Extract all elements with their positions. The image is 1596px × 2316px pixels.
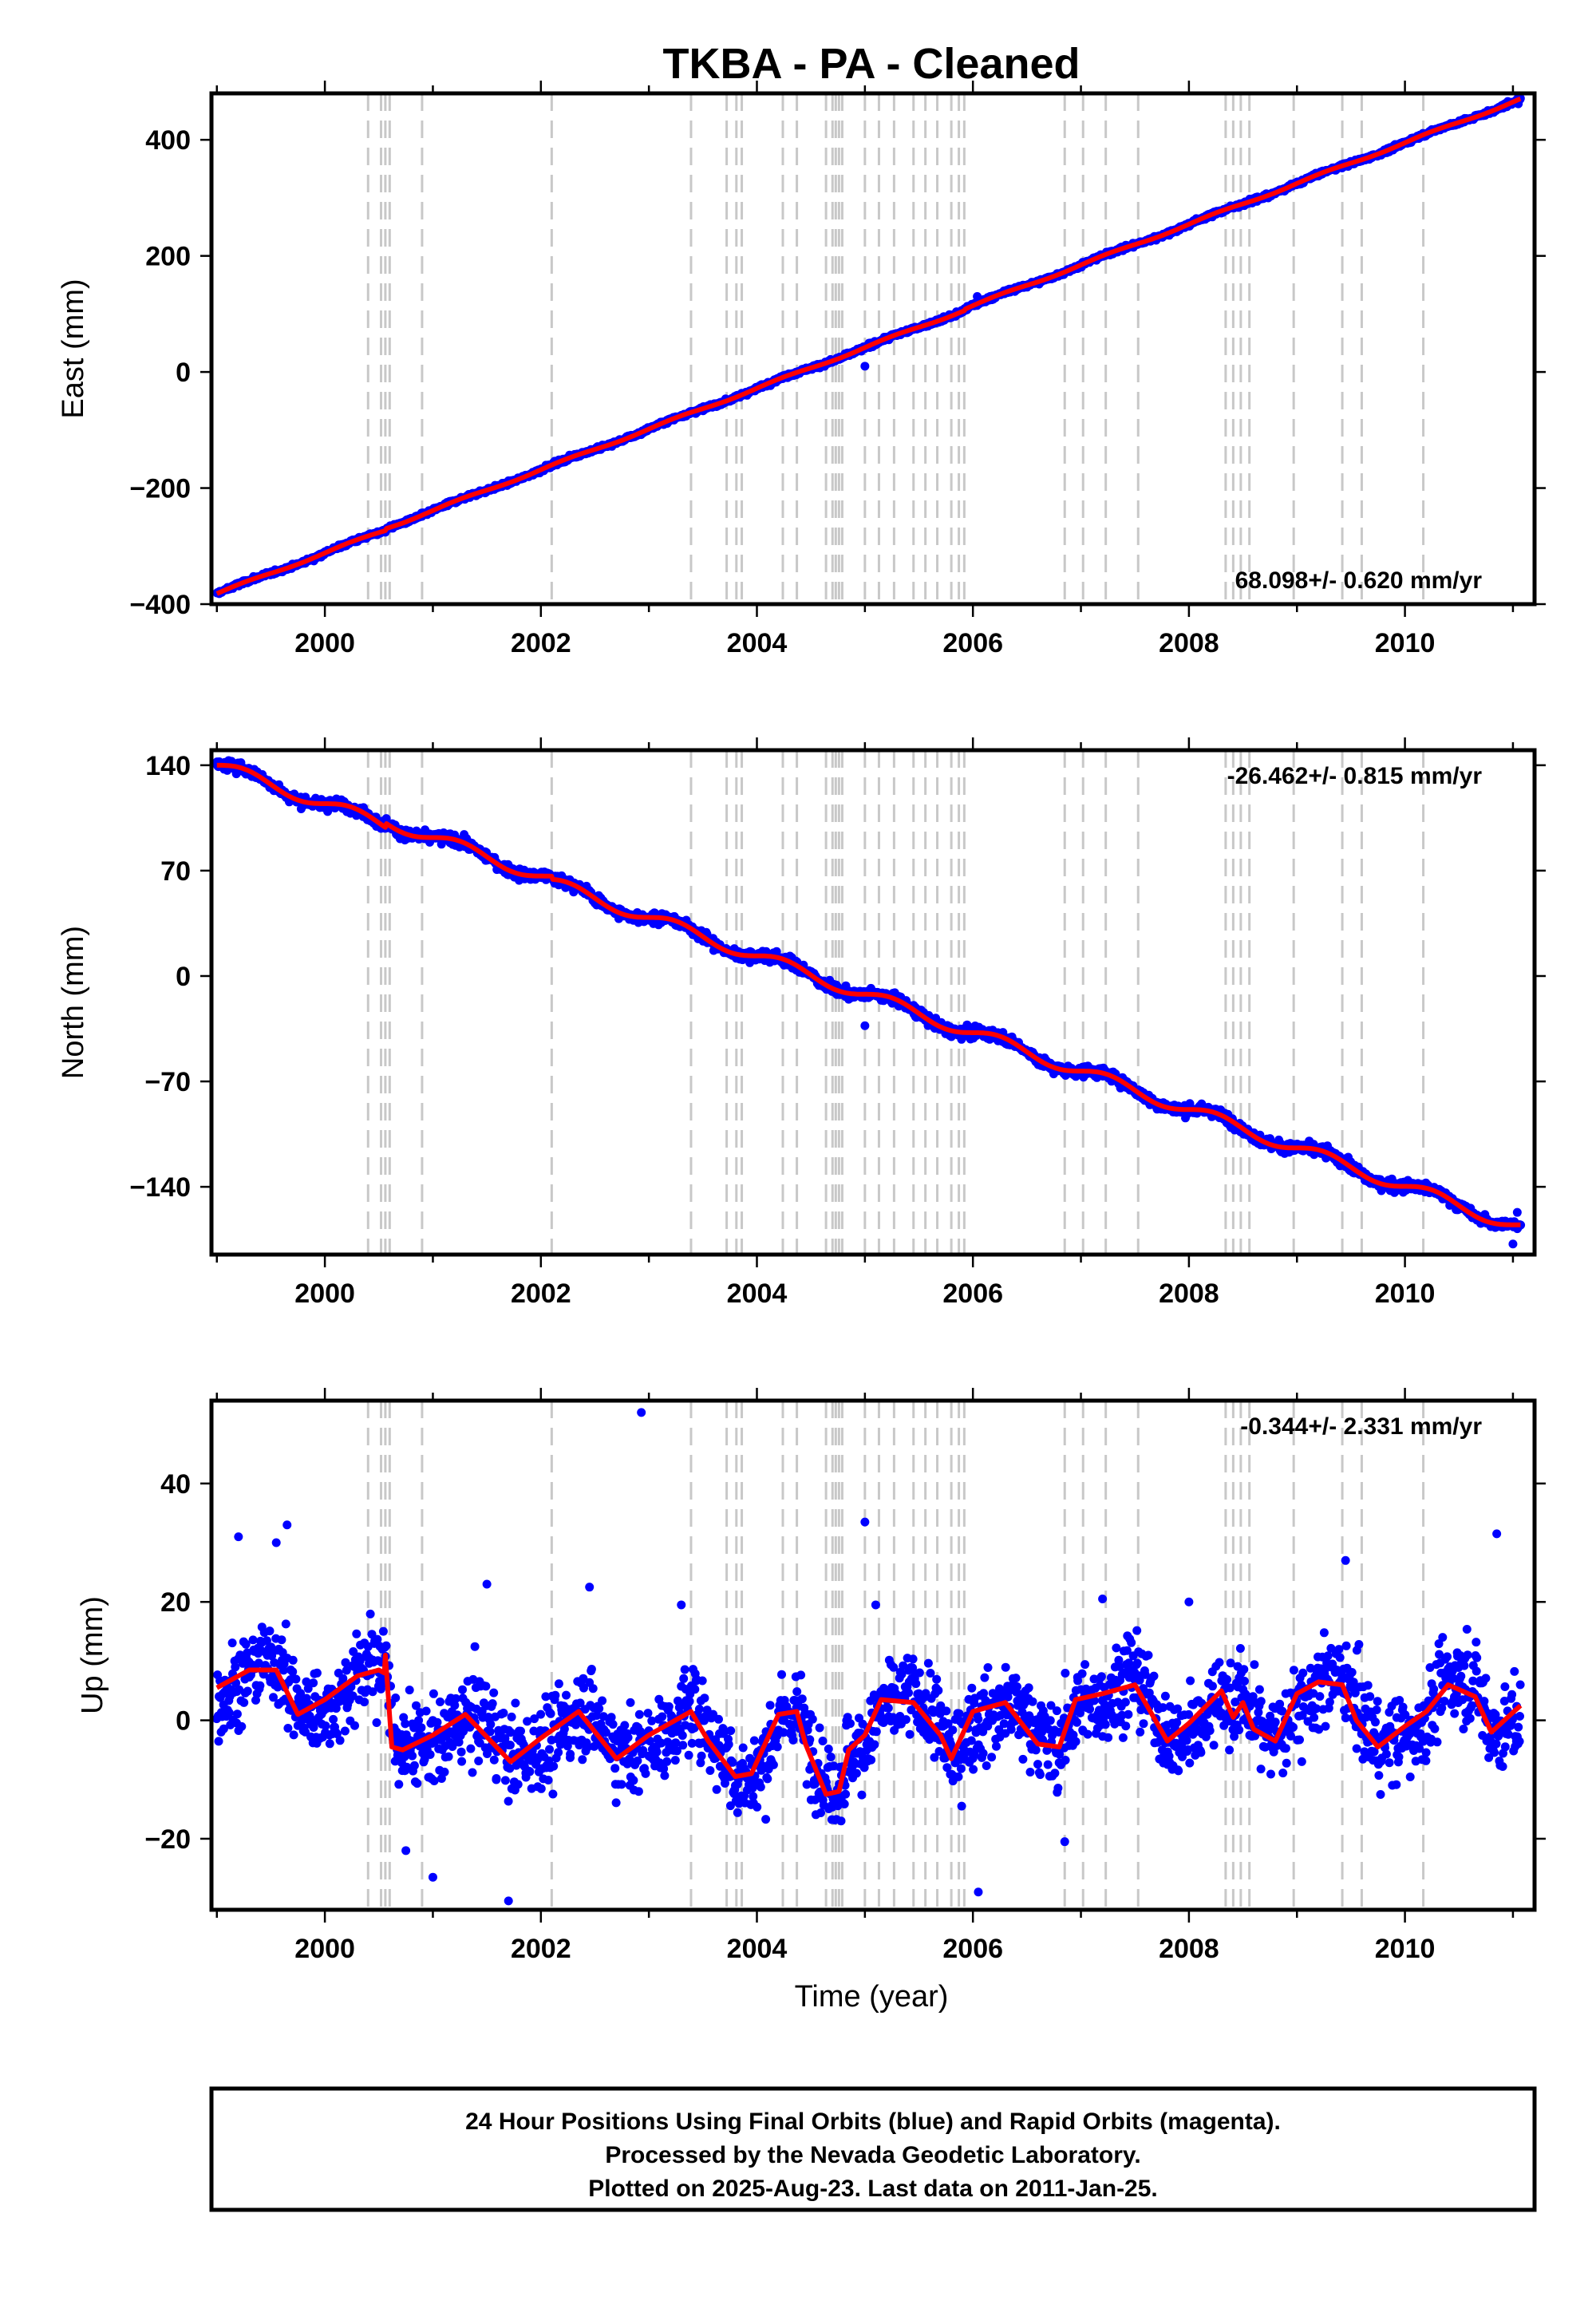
north-y-ticks: −140 −70 0 70 140 (129, 751, 1546, 1203)
east-rate-label: 68.098+/- 0.620 mm/yr (1235, 567, 1483, 594)
data-point (312, 1668, 322, 1678)
data-point (391, 1694, 401, 1702)
data-point (232, 1709, 242, 1719)
data-point (265, 1626, 275, 1636)
y-tick-label: 70 (160, 856, 191, 887)
data-point (277, 1635, 286, 1645)
x-tick-label: 2000 (294, 1279, 355, 1309)
x-tick-label: 2004 (727, 628, 788, 658)
outlier-point (860, 362, 870, 371)
east-panel: 2000 2002 2004 2006 2008 2010 −400 −200 0 200 400… (57, 81, 1546, 658)
data-point (309, 1678, 318, 1688)
data-point (289, 1730, 298, 1740)
data-point (283, 1724, 293, 1733)
data-point (255, 1681, 265, 1690)
x-tick-label: 2006 (942, 1279, 1003, 1309)
x-tick-label: 2010 (1375, 628, 1436, 658)
data-point (372, 1718, 381, 1727)
data-point (381, 1641, 391, 1650)
x-tick-label: 2006 (942, 628, 1003, 658)
north-rate-label: -26.462+/- 0.815 mm/yr (1227, 763, 1483, 789)
data-point (288, 1655, 298, 1665)
east-y-axis-label: East (mm) (57, 279, 90, 418)
y-tick-label: 400 (145, 125, 191, 156)
north-y-axis-label: North (mm) (57, 926, 90, 1079)
data-point (214, 1737, 223, 1746)
data-point (413, 1779, 422, 1788)
y-tick-label: 0 (176, 962, 191, 992)
north-points (212, 756, 1526, 1249)
y-tick-label: −400 (129, 590, 191, 620)
data-point (350, 1721, 359, 1730)
x-tick-label: 2008 (1159, 1279, 1219, 1309)
data-point (239, 1697, 249, 1707)
data-point (248, 1635, 258, 1645)
data-point (365, 1609, 375, 1618)
x-tick-label: 2002 (511, 1279, 571, 1309)
data-point (243, 1686, 252, 1696)
outlier-point (860, 1021, 870, 1030)
y-tick-label: −140 (129, 1172, 191, 1203)
data-point (409, 1761, 419, 1770)
y-tick-label: 200 (145, 242, 191, 272)
data-point (352, 1629, 361, 1638)
data-point (408, 1751, 417, 1761)
x-tick-label: 2008 (1159, 628, 1219, 658)
x-tick-label: 2000 (294, 628, 355, 658)
data-point (335, 1736, 345, 1745)
data-point (340, 1726, 350, 1736)
north-panel: 2000 2002 2004 2006 2008 2010 −140 −70 0 70 140 N… (57, 737, 1546, 1309)
east-model-line (215, 96, 1523, 596)
outlier-point (1512, 1207, 1522, 1217)
outlier-point (973, 292, 982, 302)
data-point (325, 1739, 334, 1749)
up-points (212, 1408, 1525, 1906)
data-point (231, 1662, 240, 1672)
data-point (281, 1619, 290, 1629)
y-tick-label: 140 (145, 751, 191, 781)
x-tick-label: 2004 (727, 1279, 788, 1309)
data-point (394, 1780, 404, 1789)
data-point (321, 1721, 330, 1730)
data-point (237, 1721, 247, 1731)
data-point (227, 1638, 237, 1648)
data-point (378, 1626, 388, 1636)
data-point (329, 1714, 338, 1724)
outlier-point (1508, 1239, 1518, 1249)
x-tick-label: 2002 (511, 628, 571, 658)
north-plot-frame (209, 748, 1537, 1257)
east-break-lines (366, 93, 1425, 604)
model-line (215, 96, 1523, 596)
data-point (405, 1686, 414, 1695)
data-point (360, 1697, 369, 1707)
data-point (417, 1723, 426, 1733)
data-point (291, 1674, 301, 1684)
figure-title: TKBA - PA - Cleaned (662, 40, 1080, 88)
y-tick-label: 0 (176, 358, 191, 388)
y-tick-label: −70 (144, 1067, 191, 1097)
y-tick-label: −200 (129, 474, 191, 504)
x-tick-label: 2010 (1375, 1279, 1436, 1309)
up-break-lines (366, 1401, 1425, 1910)
